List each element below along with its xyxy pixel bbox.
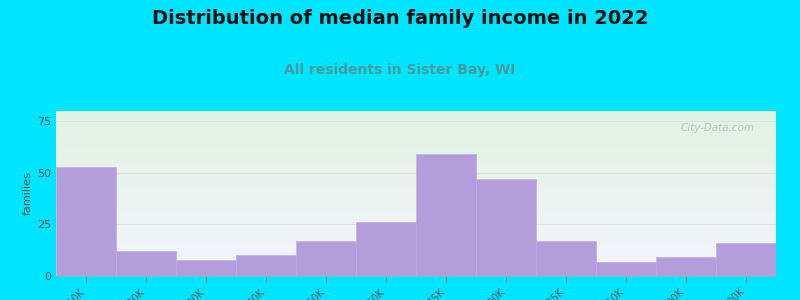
Text: Distribution of median family income in 2022: Distribution of median family income in … bbox=[152, 9, 648, 28]
Bar bbox=[416, 154, 476, 276]
Bar bbox=[296, 241, 356, 276]
Bar bbox=[536, 241, 596, 276]
Bar bbox=[176, 260, 236, 276]
Bar bbox=[116, 251, 176, 276]
Text: City-Data.com: City-Data.com bbox=[680, 122, 754, 133]
Bar bbox=[596, 262, 656, 276]
Bar bbox=[236, 255, 296, 276]
Y-axis label: families: families bbox=[23, 172, 33, 215]
Bar bbox=[716, 243, 776, 276]
Bar bbox=[656, 257, 716, 276]
Bar bbox=[356, 222, 416, 276]
Text: All residents in Sister Bay, WI: All residents in Sister Bay, WI bbox=[284, 63, 516, 77]
Bar bbox=[476, 179, 536, 276]
Bar bbox=[56, 167, 116, 276]
